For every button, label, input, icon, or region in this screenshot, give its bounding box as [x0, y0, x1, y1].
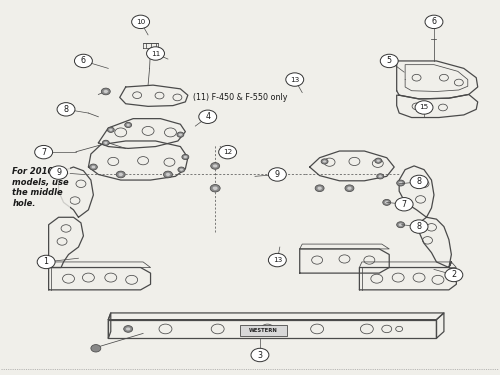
Circle shape [268, 254, 286, 267]
Text: (11) F-450 & F-550 only: (11) F-450 & F-550 only [193, 93, 288, 102]
Circle shape [182, 154, 189, 160]
Circle shape [146, 47, 164, 60]
Text: 10: 10 [136, 19, 145, 25]
Circle shape [375, 158, 382, 163]
Text: For 2010-
models, use
the middle
hole.: For 2010- models, use the middle hole. [12, 167, 69, 208]
Circle shape [425, 15, 443, 28]
Circle shape [132, 15, 150, 28]
Circle shape [396, 222, 404, 228]
Text: 7: 7 [41, 148, 46, 157]
Text: 13: 13 [272, 257, 282, 263]
Circle shape [37, 255, 55, 268]
Circle shape [378, 175, 382, 178]
Circle shape [380, 54, 398, 68]
Circle shape [124, 122, 132, 128]
Text: WESTERN: WESTERN [249, 328, 278, 333]
Text: 3: 3 [258, 351, 262, 360]
Circle shape [34, 146, 52, 159]
Circle shape [212, 164, 218, 168]
Text: 9: 9 [56, 168, 61, 177]
Circle shape [177, 132, 184, 137]
Text: 11: 11 [151, 51, 160, 57]
Circle shape [286, 73, 304, 86]
Circle shape [166, 172, 170, 176]
Circle shape [415, 101, 433, 114]
Text: 15: 15 [420, 105, 428, 111]
Circle shape [218, 146, 236, 159]
Circle shape [50, 166, 68, 179]
Circle shape [109, 128, 112, 131]
Circle shape [199, 110, 216, 123]
Circle shape [74, 54, 92, 68]
Text: 8: 8 [416, 177, 422, 186]
Circle shape [90, 164, 98, 170]
Circle shape [178, 133, 182, 136]
Circle shape [126, 327, 130, 331]
Circle shape [384, 201, 389, 204]
Text: 12: 12 [223, 149, 232, 155]
Text: 7: 7 [402, 200, 406, 209]
Circle shape [104, 90, 108, 93]
Circle shape [251, 348, 269, 362]
Circle shape [91, 165, 96, 169]
Circle shape [210, 162, 220, 169]
Text: 2: 2 [452, 270, 456, 279]
Circle shape [410, 175, 428, 189]
Circle shape [164, 171, 172, 178]
Circle shape [57, 103, 75, 116]
Circle shape [396, 180, 404, 186]
Text: 6: 6 [432, 17, 436, 26]
Text: 1: 1 [44, 258, 49, 267]
Text: 4: 4 [205, 112, 210, 121]
Circle shape [212, 186, 218, 190]
Circle shape [347, 186, 352, 190]
Circle shape [345, 185, 354, 192]
Circle shape [116, 171, 125, 178]
Circle shape [376, 159, 380, 162]
Circle shape [126, 123, 130, 126]
Circle shape [178, 167, 185, 172]
Circle shape [377, 174, 384, 179]
Circle shape [398, 182, 403, 184]
Text: 13: 13 [290, 76, 300, 82]
Circle shape [180, 168, 184, 171]
Circle shape [317, 186, 322, 190]
Text: 8: 8 [64, 105, 68, 114]
Circle shape [102, 140, 110, 146]
Circle shape [104, 141, 108, 144]
Circle shape [321, 159, 328, 164]
Circle shape [91, 345, 101, 352]
Circle shape [395, 198, 413, 211]
Circle shape [445, 268, 463, 282]
Text: 6: 6 [81, 57, 86, 66]
Text: 9: 9 [275, 170, 280, 179]
Circle shape [268, 168, 286, 181]
FancyBboxPatch shape [240, 325, 288, 336]
Circle shape [184, 156, 188, 158]
Circle shape [383, 200, 390, 206]
Circle shape [124, 326, 132, 332]
Circle shape [410, 220, 428, 233]
Circle shape [108, 127, 114, 132]
Circle shape [210, 184, 220, 192]
Circle shape [398, 223, 403, 226]
Circle shape [322, 160, 326, 163]
Text: 5: 5 [386, 57, 392, 66]
Circle shape [315, 185, 324, 192]
Circle shape [102, 88, 110, 95]
Text: 8: 8 [416, 222, 422, 231]
Circle shape [118, 172, 123, 176]
